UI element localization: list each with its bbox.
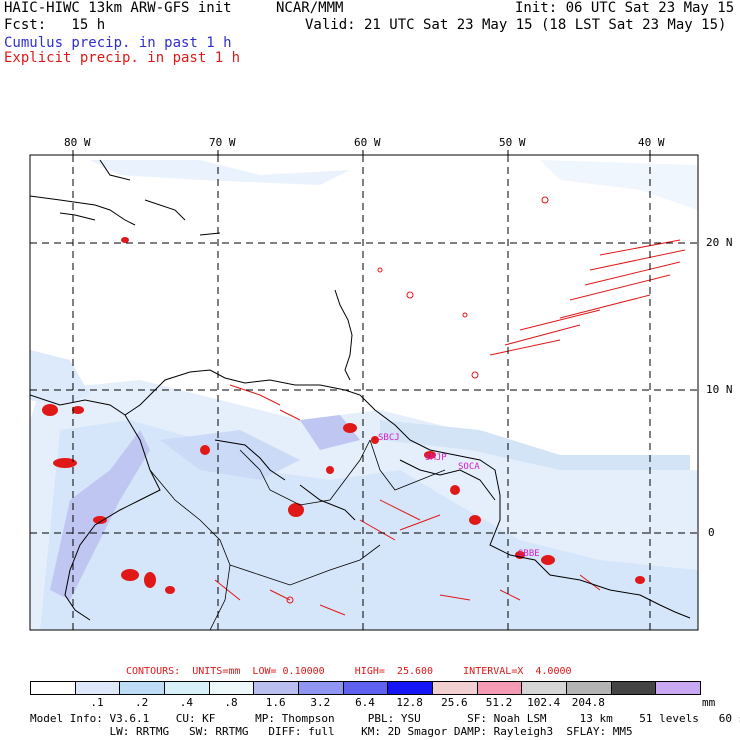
colorbar-swatch [209,682,255,694]
model-info-line1: Model Info: V3.6.1 CU: KF MP: Thompson P… [30,712,740,725]
cumulus-legend: Cumulus precip. in past 1 h [4,35,232,51]
colorbar-swatch [477,682,523,694]
colorbar-label: 102.4 [527,696,561,709]
lon-ticks [72,150,651,155]
lon-label: 70 W [209,136,236,149]
colorbar-label: .2 [135,696,149,709]
colorbar-swatch [656,682,700,694]
lon-label: 60 W [354,136,381,149]
station-label: SBBE [518,549,540,559]
colorbar-swatch [120,682,165,694]
explicit-contours [214,196,686,616]
country-borders [149,439,446,630]
explicit-precip [42,237,645,594]
graticule [30,155,698,630]
colorbar-swatch [388,682,433,694]
init-time: Init: 06 UTC Sat 23 May 15 [515,0,735,16]
coastlines [30,159,691,621]
map-content [30,155,698,630]
colorbar-label: 1.6 [265,696,286,709]
model-info-line2: LW: RRTMG SW: RRTMG DIFF: full KM: 2D Sm… [30,725,633,738]
station-label: SOCA [458,462,480,472]
lon-label: 40 W [638,136,665,149]
colorbar-label: .4 [179,696,193,709]
colorbar-label: 12.8 [396,696,423,709]
colorbar [30,681,701,695]
colorbar-unit: mm [702,696,716,709]
colorbar-label: 204.8 [571,696,605,709]
colorbar-swatch [298,682,344,694]
lon-label: 50 W [499,136,526,149]
colorbar-label: 6.4 [355,696,375,709]
lat-label: 0 [708,526,715,539]
forecast-hour: Fcst: 15 h [4,17,106,33]
contours-info: CONTOURS: UNITS=mm LOW= 0.10000 HIGH= 25… [126,666,572,677]
colorbar-swatch [522,682,567,694]
colorbar-swatch [343,682,389,694]
colorbar-label: 51.2 [485,696,513,709]
station-label: SMJP [425,453,447,463]
colorbar-label: .1 [90,696,104,709]
colorbar-swatch [566,682,612,694]
colorbar-swatch [611,682,657,694]
model-title: HAIC-HIWC 13km ARW-GFS init [4,0,232,16]
map-frame [29,154,699,631]
org-label: NCAR/MMM [276,0,344,16]
explicit-legend: Explicit precip. in past 1 h [4,50,241,66]
colorbar-swatch [432,682,478,694]
colorbar-swatch [75,682,121,694]
station-label: SBCJ [378,433,400,443]
colorbar-label: .8 [224,696,238,709]
colorbar-swatch [31,682,76,694]
colorbar-swatch [164,682,210,694]
lat-label: 20 N [706,236,733,249]
colorbar-label: 25.6 [441,696,468,709]
lat-label: 10 N [706,383,733,396]
colorbar-swatch [254,682,299,694]
lon-label: 80 W [64,136,91,149]
valid-time: Valid: 21 UTC Sat 23 May 15 (18 LST Sat … [305,17,727,33]
colorbar-label: 3.2 [310,696,331,709]
